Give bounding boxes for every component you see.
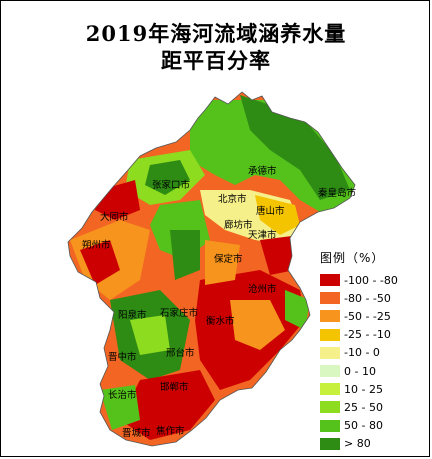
city-label-langfang: 廊坊市 xyxy=(224,219,253,231)
zone-changzhi-green xyxy=(100,385,140,430)
legend-swatch xyxy=(320,292,340,305)
legend-label: -10 - 0 xyxy=(344,346,380,360)
city-label-beijing: 北京市 xyxy=(218,193,247,205)
city-label-shijiazhuang: 石家庄市 xyxy=(160,307,199,319)
legend-label: 50 - 80 xyxy=(344,419,383,433)
legend-swatch xyxy=(320,419,340,432)
city-label-datong: 大同市 xyxy=(100,211,129,223)
legend-label: > 80 xyxy=(344,437,371,451)
city-label-shuozhou: 朔州市 xyxy=(82,239,111,251)
legend-item: > 80 xyxy=(320,435,428,453)
legend-title: 图例（%） xyxy=(320,251,385,265)
zone-baoding-orange xyxy=(205,240,240,285)
legend-label: 25 - 50 xyxy=(344,400,383,414)
zone-southwest-light xyxy=(130,315,170,355)
legend-swatch xyxy=(320,437,340,450)
city-label-xingtai: 邢台市 xyxy=(166,347,195,359)
legend-rows: -100 - -80 -80 - -50 -50 - -25 -25 - -10 -10… xyxy=(320,271,428,453)
basin-boundary xyxy=(67,91,356,447)
city-label-changzhi: 长治市 xyxy=(108,389,137,401)
legend-item: 10 - 25 xyxy=(320,380,428,398)
zone-handan-red xyxy=(120,370,215,440)
city-label-jiaozuo: 焦作市 xyxy=(156,425,185,437)
city-label-jinzhong: 晋中市 xyxy=(108,351,137,363)
zone-tangshan-yellow xyxy=(255,195,300,235)
legend-label: 10 - 25 xyxy=(344,382,383,396)
city-label-jincheng: 晋城市 xyxy=(122,427,151,439)
map-title: 2019年海河流域涵养水量 xyxy=(85,21,347,46)
zone-north-dark xyxy=(240,95,350,200)
legend-item: -10 - 0 xyxy=(320,344,428,362)
city-label-baoding: 保定市 xyxy=(214,253,243,265)
city-label-handan: 邯郸市 xyxy=(160,381,189,393)
legend-item: -50 - -25 xyxy=(320,307,428,325)
legend-label: 0 - 10 xyxy=(344,364,376,378)
map-subtitle: 距平百分率 xyxy=(161,48,271,73)
legend-label: -50 - -25 xyxy=(344,309,391,323)
legend-item: 50 - 80 xyxy=(320,417,428,435)
legend-swatch xyxy=(320,328,340,341)
legend-label: -25 - -10 xyxy=(344,328,391,342)
legend-swatch xyxy=(320,274,340,287)
legend-item: 0 - 10 xyxy=(320,362,428,380)
legend-item: -25 - -10 xyxy=(320,326,428,344)
legend-item: -80 - -50 xyxy=(320,289,428,307)
zone-coast-green xyxy=(285,290,310,330)
city-label-hengshui: 衡水市 xyxy=(206,315,235,327)
legend-swatch xyxy=(320,365,340,378)
zone-west-red xyxy=(80,240,120,285)
legend-label: -80 - -50 xyxy=(344,291,391,305)
city-label-yangquan: 阳泉市 xyxy=(118,309,147,321)
legend-swatch xyxy=(320,346,340,359)
city-label-qinhuangdao: 秦皇岛市 xyxy=(318,187,357,199)
legend-label: -100 - -80 xyxy=(344,273,398,287)
city-label-tangshan: 唐山市 xyxy=(256,205,285,217)
legend-swatch xyxy=(320,401,340,414)
zone-zhangjiakou-dark xyxy=(145,160,190,195)
legend: 图例（%） -100 - -80 -80 - -50 -50 - -25 -25 - … xyxy=(320,249,428,453)
city-label-zhangjiakou: 张家口市 xyxy=(152,179,191,191)
legend-item: -100 - -80 xyxy=(320,271,428,289)
basin-raster xyxy=(68,92,355,446)
zone-taihang-dark xyxy=(170,230,200,280)
city-label-cangzhou: 沧州市 xyxy=(248,283,277,295)
city-label-chengde: 承德市 xyxy=(248,165,277,177)
city-labels: 承德市 张家口市 秦皇岛市 北京市 大同市 唐山市 廊坊市 天津市 朔州市 保定… xyxy=(82,165,357,439)
legend-swatch xyxy=(320,383,340,396)
legend-swatch xyxy=(320,310,340,323)
legend-item: 25 - 50 xyxy=(320,398,428,416)
city-label-tianjin: 天津市 xyxy=(248,229,277,241)
zone-south-plain-orange xyxy=(230,300,285,350)
